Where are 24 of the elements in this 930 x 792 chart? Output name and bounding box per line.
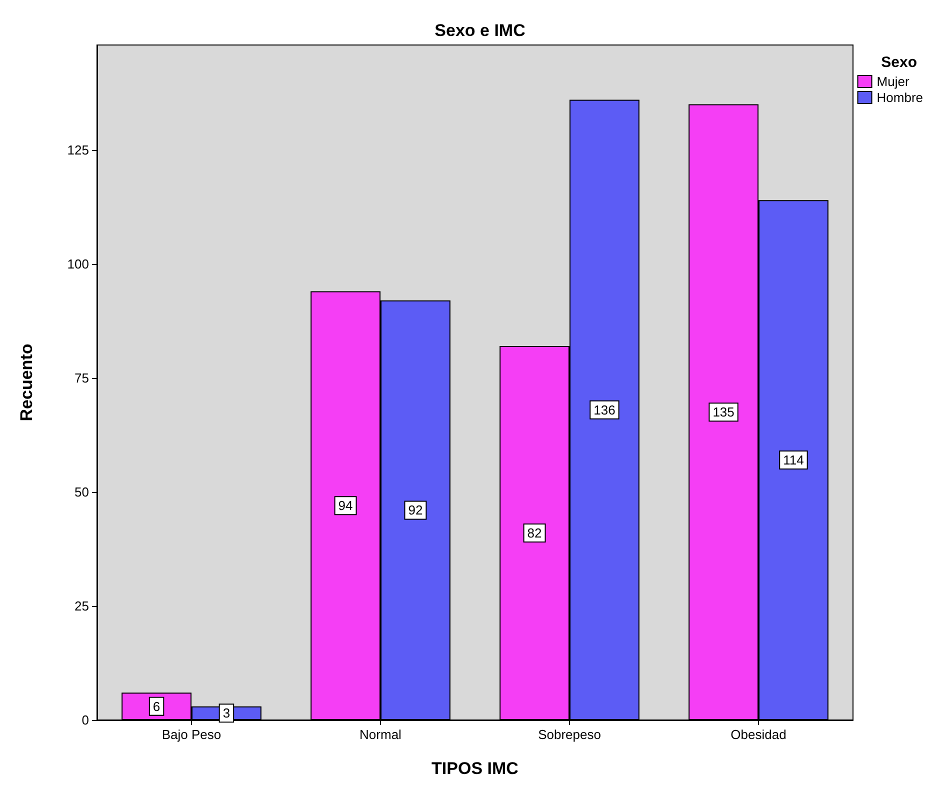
chart-title: Sexo e IMC	[434, 21, 526, 40]
legend-label: Mujer	[876, 74, 910, 89]
y-tick-label: 75	[74, 370, 89, 386]
x-tick-label: Obesidad	[730, 727, 786, 742]
y-tick-label: 0	[82, 712, 89, 728]
data-label: 92	[408, 502, 423, 518]
data-label: 136	[594, 402, 616, 418]
data-label: 82	[527, 526, 542, 541]
x-tick-label: Sobrepeso	[538, 727, 601, 742]
data-label: 135	[712, 404, 734, 420]
legend-label: Hombre	[876, 90, 924, 105]
y-tick-label: 50	[74, 484, 89, 500]
data-label: 114	[783, 452, 804, 468]
legend-title: Sexo	[881, 54, 918, 71]
y-tick-label: 25	[74, 598, 89, 614]
x-axis-title: TIPOS IMC	[432, 759, 518, 778]
data-label: 94	[338, 498, 353, 514]
data-label: 6	[152, 698, 160, 714]
x-tick-label: Normal	[360, 727, 402, 742]
data-label: 3	[222, 706, 230, 721]
y-axis-title: Recuento	[17, 344, 36, 422]
y-tick-label: 100	[67, 256, 89, 272]
y-tick-label: 125	[67, 142, 89, 158]
x-tick-label: Bajo Peso	[162, 727, 222, 742]
